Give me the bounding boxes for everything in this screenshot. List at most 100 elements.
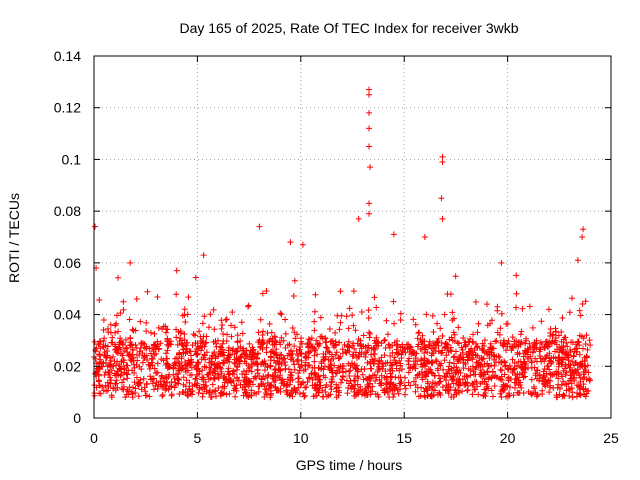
data-point	[163, 360, 170, 367]
data-point	[345, 360, 352, 367]
data-point	[104, 379, 111, 386]
data-point	[492, 359, 499, 366]
data-point	[308, 370, 315, 377]
data-point	[294, 331, 301, 338]
data-point	[368, 365, 375, 372]
data-point	[138, 366, 145, 373]
data-point	[322, 355, 329, 362]
data-point	[182, 368, 189, 375]
data-point	[397, 310, 404, 317]
data-point	[201, 313, 208, 320]
data-point	[160, 375, 167, 382]
data-point	[192, 274, 199, 281]
data-point	[419, 332, 426, 339]
data-point	[569, 295, 576, 302]
data-point	[464, 357, 471, 364]
data-point	[566, 393, 573, 400]
data-point	[505, 366, 512, 373]
data-point	[432, 347, 439, 354]
data-point	[112, 329, 119, 336]
data-point	[237, 381, 244, 388]
axes	[93, 55, 612, 419]
data-point	[424, 385, 431, 392]
data-point	[311, 352, 318, 359]
data-point	[96, 352, 103, 359]
data-point-peak	[366, 109, 373, 116]
data-point	[562, 371, 569, 378]
data-point	[304, 379, 311, 386]
data-point	[565, 361, 572, 368]
data-point	[569, 366, 576, 373]
data-point	[586, 337, 593, 344]
data-point	[339, 376, 346, 383]
data-point	[346, 305, 353, 312]
data-point	[100, 316, 107, 323]
data-point	[154, 385, 161, 392]
data-point	[344, 390, 351, 397]
tick-labels: 0 5 10 15 20 25 0 0.02 0.04 0.06 0.08 0.1 0.12 0.14	[54, 48, 619, 446]
data-point	[364, 359, 371, 366]
data-point	[199, 320, 206, 327]
data-point	[389, 387, 396, 394]
data-point	[346, 380, 353, 387]
data-point	[273, 387, 280, 394]
data-point	[332, 351, 339, 358]
data-point	[367, 330, 374, 337]
data-point	[114, 384, 121, 391]
data-point	[459, 376, 466, 383]
data-point	[242, 352, 249, 359]
data-point	[481, 337, 488, 344]
data-point	[329, 337, 336, 344]
data-point	[573, 370, 580, 377]
data-point	[104, 347, 111, 354]
data-point	[264, 364, 271, 371]
data-point	[415, 330, 422, 337]
data-point	[107, 321, 114, 328]
data-point	[189, 391, 196, 398]
data-point	[217, 364, 224, 371]
data-point	[245, 362, 252, 369]
data-point	[147, 373, 154, 380]
data-point-peak	[366, 200, 373, 207]
data-point	[114, 312, 121, 319]
data-point	[127, 342, 134, 349]
data-point	[261, 367, 268, 374]
data-point	[410, 316, 417, 323]
data-point	[231, 351, 238, 358]
data-point-peak	[173, 267, 180, 274]
data-point	[219, 340, 226, 347]
data-point	[410, 378, 417, 385]
data-point	[448, 394, 455, 401]
data-point	[113, 362, 120, 369]
data-point	[115, 274, 122, 281]
data-point	[369, 356, 376, 363]
data-point	[291, 385, 298, 392]
data-point	[129, 326, 136, 333]
data-point	[486, 355, 493, 362]
data-point	[328, 379, 335, 386]
data-point	[391, 354, 398, 361]
data-point	[582, 393, 589, 400]
data-point	[383, 317, 390, 324]
data-point	[371, 351, 378, 358]
data-point	[473, 378, 480, 385]
data-point	[139, 359, 146, 366]
data-point	[288, 354, 295, 361]
data-point	[97, 338, 104, 345]
data-point	[528, 359, 535, 366]
y-axis-label: ROTI / TECUs	[6, 193, 22, 283]
data-point	[401, 382, 408, 389]
data-point	[578, 362, 585, 369]
data-point	[129, 355, 136, 362]
data-point	[433, 381, 440, 388]
data-point	[118, 350, 125, 357]
data-point	[561, 365, 568, 372]
data-point	[265, 385, 272, 392]
data-point	[315, 389, 322, 396]
data-point	[172, 379, 179, 386]
data-point	[412, 365, 419, 372]
data-point	[105, 383, 112, 390]
data-point	[574, 361, 581, 368]
data-point	[122, 336, 129, 343]
data-point	[555, 381, 562, 388]
